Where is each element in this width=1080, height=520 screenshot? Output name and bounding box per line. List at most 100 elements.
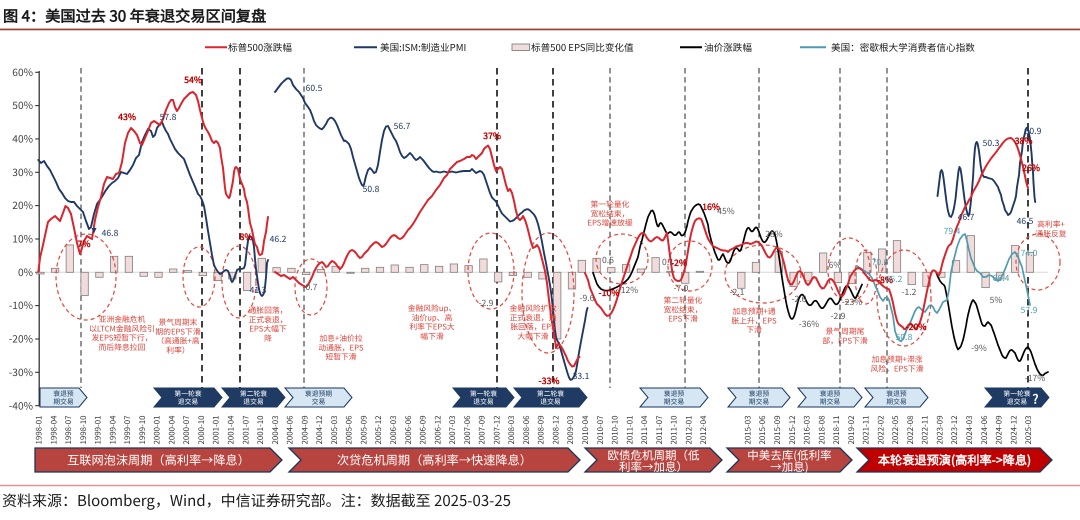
svg-text:26%: 26% (1022, 161, 1040, 174)
svg-text:2010-10: 2010-10 (610, 415, 621, 444)
svg-text:2015-03: 2015-03 (743, 415, 754, 444)
svg-text:-2.6: -2.6 (792, 293, 807, 305)
svg-text:40%: 40% (12, 131, 33, 146)
svg-text:2006-09: 2006-09 (418, 415, 429, 444)
svg-text:利率→加息）: 利率→加息） (619, 459, 688, 475)
svg-text:2001-01: 2001-01 (211, 415, 222, 444)
svg-text:43%: 43% (117, 110, 136, 123)
svg-text:衰退预: 衰退预 (749, 388, 770, 398)
svg-text:60.5: 60.5 (306, 82, 323, 94)
svg-text:38%: 38% (1015, 134, 1033, 147)
svg-text:次贷危机周期（高利率→快速降息）: 次贷危机周期（高利率→快速降息） (337, 450, 532, 468)
svg-text:2022-05: 2022-05 (890, 415, 901, 444)
svg-text:以LTCM金融风险引: 以LTCM金融风险引 (89, 323, 155, 334)
svg-text:通胀回落，: 通胀回落， (249, 305, 288, 316)
svg-text:2009-03: 2009-03 (565, 415, 576, 444)
svg-text:EPS增速放缓: EPS增速放缓 (587, 218, 632, 229)
svg-text:利率下EPS大: 利率下EPS大 (409, 322, 454, 333)
svg-text:动通胀，EPS: 动通胀，EPS (318, 342, 364, 353)
svg-text:50.3: 50.3 (983, 137, 1000, 149)
svg-text:2007-09: 2007-09 (477, 415, 488, 444)
svg-text:图 4：美国过去 30 年衰退交易区间复盘: 图 4：美国过去 30 年衰退交易区间复盘 (3, 5, 266, 27)
svg-text:2008-06: 2008-06 (521, 415, 532, 445)
svg-text:2006-03: 2006-03 (388, 415, 399, 444)
svg-text:74.0: 74.0 (1021, 247, 1038, 259)
svg-text:期交易: 期交易 (749, 396, 770, 406)
svg-text:下滑: 下滑 (746, 325, 762, 336)
svg-text:风险，EPS下滑: 风险，EPS下滑 (870, 363, 923, 374)
svg-text:短暂下滑: 短暂下滑 (325, 352, 356, 363)
svg-text:通胀反复: 通胀反复 (1035, 228, 1066, 239)
svg-text:降: 降 (264, 333, 272, 344)
svg-text:46.2: 46.2 (270, 233, 287, 245)
svg-text:2023-12: 2023-12 (949, 415, 960, 444)
svg-text:2005-09: 2005-09 (358, 415, 369, 444)
svg-text:37%: 37% (483, 129, 501, 142)
svg-text:65.2: 65.2 (886, 273, 903, 285)
svg-text:衰退预期: 衰退预期 (305, 388, 332, 398)
svg-text:2004-09: 2004-09 (299, 415, 310, 444)
svg-text:（高通胀+高: （高通胀+高 (156, 336, 200, 347)
svg-text:50%: 50% (12, 97, 33, 112)
svg-text:2012-04: 2012-04 (698, 415, 709, 445)
svg-text:-10%: -10% (599, 286, 620, 299)
svg-text:油价涨跌幅: 油价涨跌幅 (704, 40, 752, 54)
svg-text:景气周期末: 景气周期末 (159, 317, 198, 328)
svg-text:46.7: 46.7 (958, 211, 975, 223)
svg-text:期交易: 期交易 (886, 396, 907, 406)
svg-text:2010-07: 2010-07 (595, 415, 606, 444)
svg-text:2004-12: 2004-12 (314, 415, 325, 444)
svg-text:2021-11: 2021-11 (861, 415, 872, 444)
svg-text:宽松结束，: 宽松结束， (591, 208, 630, 219)
svg-text:金融风险up、: 金融风险up、 (408, 303, 457, 314)
svg-text:期的EPS下滑: 期的EPS下滑 (155, 326, 200, 337)
svg-text:-2.1: -2.1 (730, 286, 745, 298)
svg-text:79.4: 79.4 (944, 225, 961, 237)
svg-text:2024-12: 2024-12 (1008, 415, 1019, 444)
svg-text:2001-04: 2001-04 (226, 415, 237, 445)
svg-text:2022-08: 2022-08 (905, 415, 916, 444)
svg-text:-0.7: -0.7 (303, 281, 318, 293)
svg-text:油价up、高: 油价up、高 (412, 312, 453, 323)
svg-text:46.5: 46.5 (1017, 215, 1034, 227)
svg-text:期交易: 期交易 (664, 396, 685, 406)
svg-text:-7.0: -7.0 (674, 282, 689, 294)
svg-text:中美去库(低利率: 中美去库(低利率 (747, 448, 831, 464)
svg-text:2011-07: 2011-07 (654, 415, 665, 444)
svg-text:正式衰退，通: 正式衰退，通 (510, 312, 557, 323)
svg-text:1999-01: 1999-01 (93, 415, 104, 444)
svg-text:互联网泡沫周期（高利率→降息）: 互联网泡沫周期（高利率→降息） (67, 450, 250, 468)
svg-text:56.7: 56.7 (394, 120, 411, 132)
svg-text:2023-09: 2023-09 (935, 415, 946, 444)
svg-text:第一轮衰: 第一轮衰 (470, 388, 497, 398)
svg-text:2005-12: 2005-12 (373, 415, 384, 444)
svg-text:2011-10: 2011-10 (669, 415, 680, 444)
svg-text:2005-06: 2005-06 (344, 415, 355, 445)
svg-text:50.9: 50.9 (1025, 125, 1042, 137)
svg-text:金融风险扩散: 金融风险扩散 (510, 303, 557, 314)
svg-text:期交易: 期交易 (53, 396, 74, 406)
svg-text:第一轮量化: 第一轮量化 (591, 199, 630, 210)
svg-text:46.8: 46.8 (102, 227, 119, 239)
svg-text:60%: 60% (12, 64, 33, 79)
svg-text:加息预期+滞涨: 加息预期+滞涨 (871, 354, 922, 365)
svg-text:2024-09: 2024-09 (994, 415, 1005, 444)
svg-text:→加息): →加息) (770, 459, 808, 475)
svg-text:标普500 EPS同比变化值: 标普500 EPS同比变化值 (531, 40, 634, 54)
svg-text:-17%: -17% (1025, 372, 1046, 384)
svg-text:大幅下滑: 大幅下滑 (517, 331, 548, 342)
svg-text:10%: 10% (12, 231, 33, 246)
svg-text:2011-04: 2011-04 (639, 415, 650, 445)
svg-text:?: ? (1033, 389, 1039, 408)
svg-text:而后降息拉回: 而后降息拉回 (99, 342, 146, 353)
svg-text:1999-07: 1999-07 (122, 415, 133, 444)
svg-text:EPS下滑: EPS下滑 (668, 314, 698, 325)
svg-text:5%: 5% (990, 294, 1003, 306)
svg-text:2024-03: 2024-03 (964, 415, 975, 444)
svg-text:-1.2: -1.2 (902, 286, 917, 298)
svg-text:2012-01: 2012-01 (683, 415, 694, 444)
svg-text:2011-01: 2011-01 (624, 415, 635, 444)
svg-text:16%: 16% (702, 200, 720, 213)
svg-text:2000-10: 2000-10 (196, 415, 207, 444)
svg-text:2008-09: 2008-09 (536, 415, 547, 444)
